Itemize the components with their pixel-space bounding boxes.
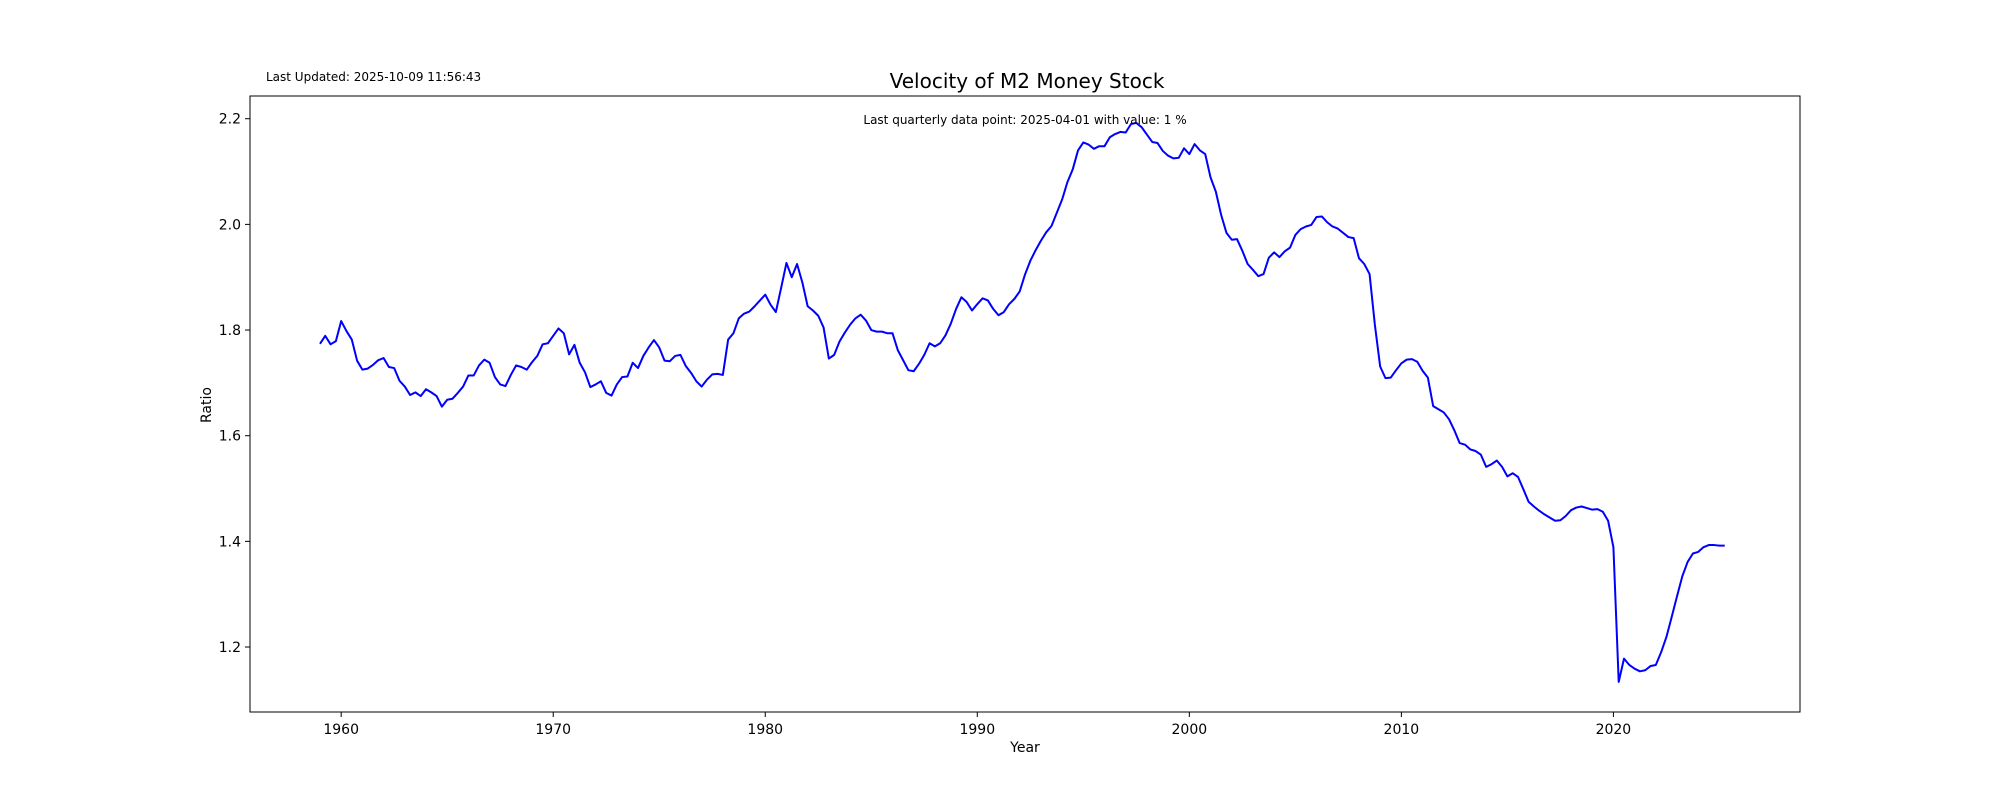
y-tick-label: 2.2 [219, 112, 241, 128]
x-axis-label: Year [1009, 740, 1040, 756]
x-tick-label: 1990 [959, 722, 995, 738]
x-tick-label: 2020 [1596, 722, 1632, 738]
y-tick-label: 1.2 [219, 640, 241, 656]
y-axis-label: Ratio [199, 387, 215, 423]
x-axis: 1960 1970 1980 1990 2000 2010 2020 [323, 712, 1631, 738]
y-tick-label: 2.0 [219, 217, 241, 233]
plot-area-frame [249, 95, 1801, 713]
chart-title: Velocity of M2 Money Stock [890, 69, 1165, 93]
last-data-point-annotation: Last quarterly data point: 2025-04-01 wi… [863, 113, 1186, 127]
x-tick-label: 1970 [535, 722, 571, 738]
x-tick-label: 1960 [323, 722, 359, 738]
x-tick-label: 1980 [747, 722, 783, 738]
y-axis: 1.2 1.4 1.6 1.8 2.0 2.2 [219, 112, 250, 656]
last-updated-label: Last Updated: 2025-10-09 11:56:43 [266, 70, 481, 84]
x-tick-label: 2000 [1172, 722, 1208, 738]
y-tick-label: 1.6 [219, 429, 241, 445]
y-tick-label: 1.8 [219, 323, 241, 339]
y-tick-label: 1.4 [219, 534, 241, 550]
x-tick-label: 2010 [1384, 722, 1420, 738]
series-line-velocity [319, 121, 1725, 683]
